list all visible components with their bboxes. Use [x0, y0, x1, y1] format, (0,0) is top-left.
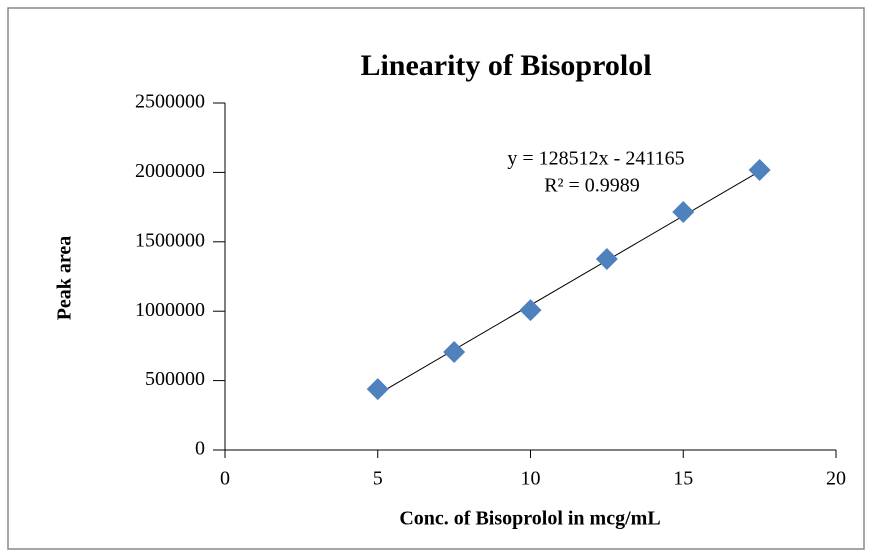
point: [748, 159, 771, 182]
chart-border: [7, 7, 865, 550]
y-tick-label: 0: [195, 438, 205, 460]
y-tick-label: 2000000: [135, 160, 205, 182]
x-tick-label: 20: [826, 468, 846, 490]
y-tick-label: 500000: [145, 368, 205, 390]
point: [519, 299, 542, 322]
y-axis-title: Peak area: [54, 236, 76, 321]
point: [366, 378, 389, 401]
x-tick-label: 10: [521, 468, 541, 490]
y-tick-label: 2500000: [135, 91, 205, 113]
x-tick-label: 0: [220, 468, 230, 490]
point: [443, 341, 466, 364]
x-tick-label: 15: [673, 468, 693, 490]
x-axis-title: Conc. of Bisoprolol in mcg/mL: [399, 508, 660, 530]
trendline-equation: y = 128512x - 241165: [507, 148, 684, 170]
chart-title: Linearity of Bisoprolol: [360, 49, 651, 82]
x-tick-label: 5: [373, 468, 383, 490]
point: [595, 248, 618, 271]
r-squared: R² = 0.9989: [544, 175, 640, 197]
y-tick-label: 1500000: [135, 229, 205, 251]
trendline: [377, 170, 760, 395]
y-tick-label: 1000000: [135, 299, 205, 321]
point: [672, 200, 695, 223]
